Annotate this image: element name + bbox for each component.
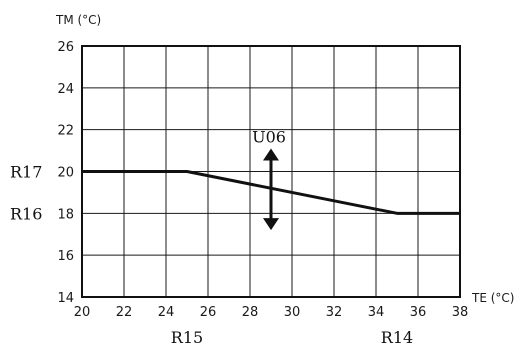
param-label-r17: R17 — [10, 163, 42, 182]
parameter-labels: R17 R16 R15 R14 — [10, 163, 413, 347]
x-tick-label: 32 — [326, 305, 343, 320]
y-tick-label: 14 — [57, 291, 74, 306]
x-tick-label: 28 — [242, 305, 259, 320]
x-tick-label: 22 — [116, 305, 133, 320]
arrow-up-icon — [263, 148, 279, 161]
y-tick-label: 20 — [57, 166, 74, 181]
y-tick-label: 22 — [57, 124, 74, 139]
param-label-r15: R15 — [171, 328, 203, 347]
x-tick-label: 30 — [284, 305, 301, 320]
param-label-r16: R16 — [10, 204, 42, 223]
shift-arrow: U06 — [252, 127, 286, 231]
y-tick-label: 26 — [57, 40, 74, 55]
x-tick-label: 36 — [410, 305, 427, 320]
param-label-u06: U06 — [252, 127, 286, 146]
param-label-r14: R14 — [381, 328, 413, 347]
tick-labels: 20 22 24 26 28 30 32 34 36 38 14 16 18 20 22 24 26 — [57, 40, 468, 320]
x-tick-label: 24 — [158, 305, 175, 320]
x-tick-label: 34 — [368, 305, 385, 320]
y-tick-label: 24 — [57, 82, 74, 97]
arrow-down-icon — [263, 218, 279, 231]
x-tick-label: 20 — [74, 305, 91, 320]
y-axis-label: TM (°C) — [55, 13, 101, 27]
y-tick-label: 18 — [57, 207, 74, 222]
y-tick-label: 16 — [57, 249, 74, 264]
x-tick-label: 26 — [200, 305, 217, 320]
x-tick-label: 38 — [452, 305, 469, 320]
series-line — [82, 170, 460, 215]
x-axis-label: TE (°C) — [471, 291, 514, 305]
